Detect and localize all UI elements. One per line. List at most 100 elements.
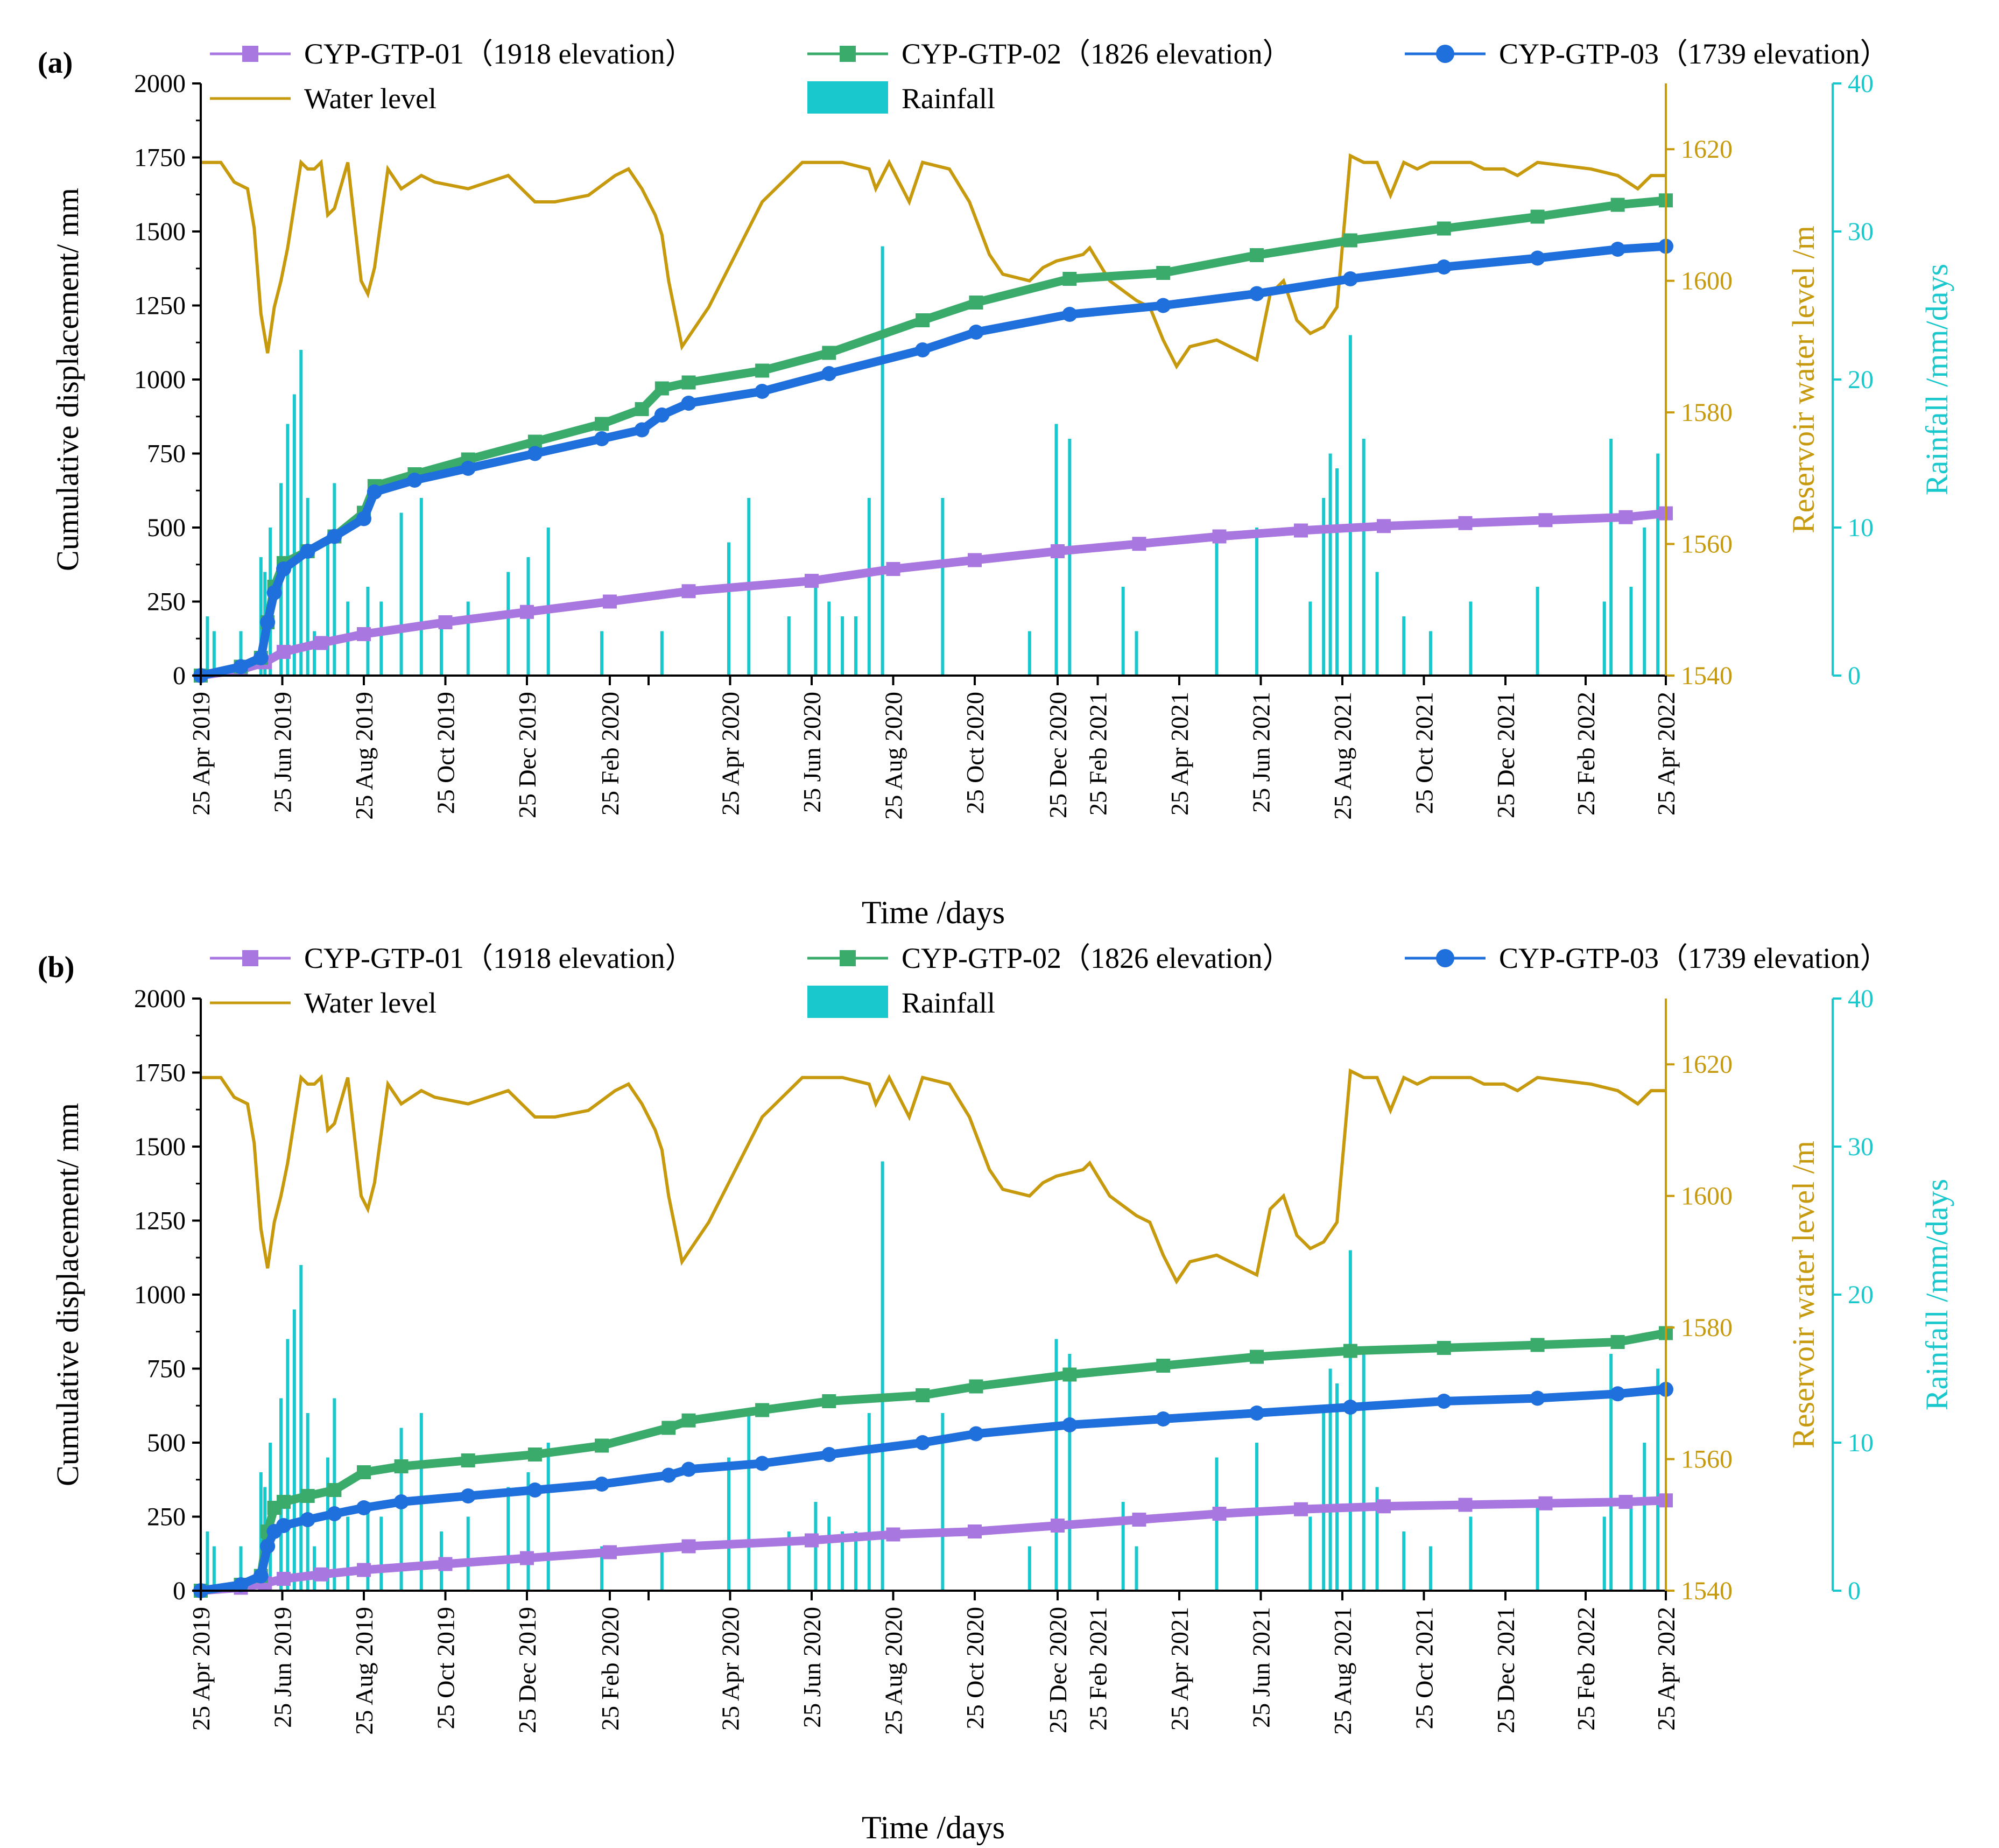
- data-point: [438, 615, 453, 629]
- legend-label: CYP-GTP-02（1826 elevation）: [902, 942, 1291, 974]
- data-point: [314, 1567, 328, 1582]
- series-gtp-01: [194, 1493, 1673, 1598]
- data-point: [394, 1459, 409, 1473]
- x-tick-label: 25 Dec 2020: [1044, 692, 1072, 818]
- data-point: [407, 473, 423, 488]
- data-point: [327, 1506, 342, 1521]
- data-point: [969, 296, 983, 310]
- data-point: [1050, 1519, 1065, 1533]
- rainfall-bar: [526, 1472, 530, 1591]
- data-point: [595, 417, 609, 431]
- data-point: [519, 605, 534, 619]
- legend-marker: [1436, 45, 1454, 63]
- legend-label: CYP-GTP-01（1918 elevation）: [304, 942, 694, 974]
- legend-label: Water level: [304, 987, 437, 1019]
- rainfall-bar: [1536, 587, 1539, 676]
- rainfall-bar: [1428, 1546, 1432, 1591]
- rainfall-bar: [787, 616, 791, 676]
- y2-tick-label: 1540: [1681, 1577, 1733, 1605]
- data-point: [967, 553, 982, 567]
- data-point: [602, 1545, 617, 1559]
- data-point: [968, 325, 984, 340]
- legend: CYP-GTP-01（1918 elevation） CYP-GTP-02（182…: [210, 942, 1889, 1019]
- data-point: [527, 1448, 542, 1461]
- x-tick-label: 25 Apr 2021: [1166, 692, 1193, 816]
- rainfall-bar: [1335, 1383, 1339, 1591]
- data-point: [300, 1489, 315, 1503]
- data-point: [916, 313, 930, 327]
- series-gtp-02: [194, 1326, 1673, 1598]
- x-tick-label: 25 Feb 2020: [596, 1607, 624, 1731]
- legend-item: CYP-GTP-03（1739 elevation）: [1405, 942, 1889, 974]
- rainfall-bar: [600, 1546, 604, 1591]
- rainfall-bar: [299, 350, 303, 676]
- x-tick-label: 25 Oct 2020: [961, 692, 989, 814]
- rainfall-bar: [1609, 439, 1613, 676]
- rainfall-bar: [292, 394, 296, 676]
- x-tick-label: 25 Apr 2022: [1652, 1607, 1680, 1731]
- data-point: [635, 402, 649, 416]
- data-point: [276, 645, 291, 659]
- data-point: [1342, 1400, 1358, 1415]
- rainfall-bar: [239, 1546, 243, 1591]
- data-point: [1293, 1502, 1308, 1516]
- y3-tick-label: 20: [1848, 1281, 1874, 1309]
- rainfall-bar: [313, 631, 316, 676]
- data-point: [681, 1461, 696, 1477]
- rainfall-bar: [727, 542, 731, 676]
- rainfall-bar: [379, 601, 383, 676]
- data-point: [276, 1518, 291, 1533]
- data-point: [1538, 1496, 1553, 1510]
- x-tick-label: 25 Feb 2020: [596, 692, 624, 816]
- data-point: [594, 431, 610, 446]
- x-tick-label: 25 Jun 2019: [269, 692, 296, 813]
- legend-item: CYP-GTP-01（1918 elevation）: [210, 942, 694, 974]
- rainfall-bar: [506, 1487, 510, 1591]
- rainfall-bar: [239, 631, 243, 676]
- data-point: [460, 1488, 476, 1503]
- rainfall-bar: [841, 616, 844, 676]
- rainfall-bar: [419, 498, 423, 676]
- y3-tick-label: 40: [1848, 69, 1874, 98]
- data-point: [755, 363, 770, 378]
- data-point: [438, 1557, 453, 1571]
- data-point: [1212, 1507, 1227, 1521]
- data-point: [1436, 259, 1452, 275]
- data-point: [1342, 271, 1358, 286]
- rainfall-bar: [286, 1339, 290, 1591]
- x-tick-label: 25 Dec 2021: [1492, 692, 1519, 818]
- data-point: [967, 1524, 982, 1538]
- data-point: [822, 346, 836, 360]
- rainfall-bar: [1328, 453, 1332, 676]
- rainfall-bar: [854, 1531, 857, 1591]
- legend-label: CYP-GTP-03（1739 elevation）: [1499, 942, 1889, 974]
- data-point: [356, 1500, 371, 1515]
- rainfall-bar: [600, 631, 604, 676]
- data-point: [1249, 1406, 1265, 1421]
- rainfall-bar: [1215, 542, 1219, 676]
- x-tick-label: 25 Feb 2022: [1572, 692, 1600, 816]
- data-point: [1530, 1390, 1545, 1406]
- rainfall-bar: [466, 601, 470, 676]
- data-point: [314, 636, 328, 650]
- data-point: [1156, 266, 1171, 280]
- rainfall-bar: [1375, 572, 1379, 676]
- data-point: [1538, 513, 1553, 528]
- y3-axis-title: Rainfall /mm/days: [1919, 264, 1954, 495]
- y3-tick-label: 40: [1848, 985, 1874, 1013]
- data-point: [1610, 1386, 1625, 1402]
- rainfall-bar: [881, 1161, 884, 1591]
- rainfall-bar: [1054, 1339, 1058, 1591]
- data-point: [1132, 1513, 1146, 1527]
- rainfall-bar: [867, 1413, 871, 1591]
- rainfall-bar: [292, 1309, 296, 1591]
- legend-swatch: [807, 81, 888, 114]
- x-tick-label: 25 Apr 2020: [716, 1607, 744, 1731]
- rainfall-bar: [827, 1516, 831, 1591]
- data-point: [527, 446, 543, 461]
- y-tick-label: 750: [147, 1355, 186, 1383]
- data-point: [266, 585, 282, 600]
- x-tick-label: 25 Apr 2020: [716, 692, 744, 816]
- y2-axis-title: Reservoir water level /m: [1786, 1141, 1821, 1449]
- data-point: [460, 461, 476, 476]
